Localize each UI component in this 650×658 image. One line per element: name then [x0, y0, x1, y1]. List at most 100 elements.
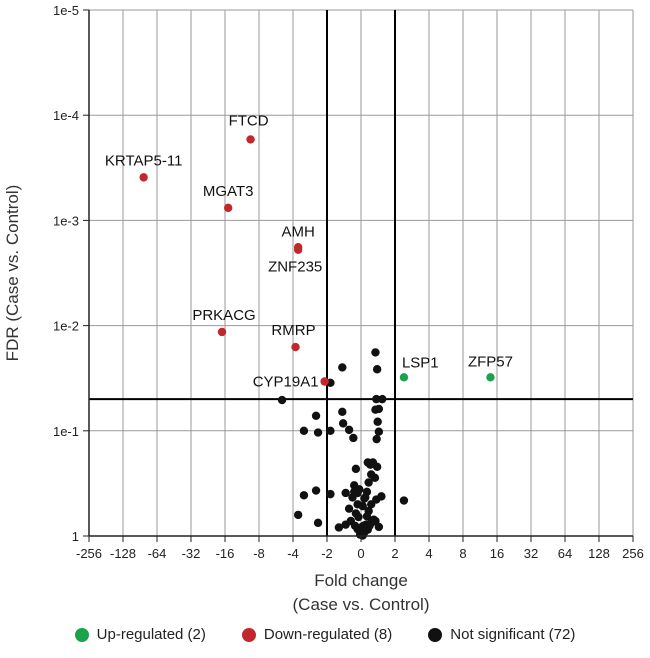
data-point [334, 523, 344, 532]
gene-label: MGAT3 [203, 183, 254, 200]
x-tick-label: -2 [321, 546, 333, 561]
legend-item-ns: Not significant (72) [428, 626, 575, 643]
data-point [313, 428, 323, 437]
y-tick-label: 1e-4 [53, 108, 79, 123]
data-point [293, 245, 303, 254]
data-point [338, 419, 348, 428]
threshold-lines [89, 10, 633, 536]
data-point [338, 363, 347, 372]
data-point [371, 516, 380, 526]
data-point [363, 525, 372, 534]
data-point [338, 407, 347, 417]
x-tick-label: 0 [357, 546, 364, 561]
legend-label-ns: Not significant (72) [450, 626, 576, 643]
x-axis-title: Fold change [314, 571, 408, 590]
data-point [374, 427, 384, 436]
x-tick-label: 8 [459, 546, 466, 561]
data-point [299, 426, 309, 435]
gene-label: CYP19A1 [253, 374, 319, 391]
data-point [299, 491, 309, 500]
x-tick-label: 32 [524, 546, 538, 561]
x-axis-subtitle: (Case vs. Control) [293, 595, 430, 614]
plot-grid [88, 9, 634, 537]
data-point [217, 327, 227, 337]
x-tick-label: -4 [287, 546, 299, 561]
legend-label-up: Up-regulated (2) [96, 626, 206, 643]
y-tick-label: 1e-3 [53, 213, 79, 228]
data-point [311, 486, 321, 495]
data-point [344, 504, 354, 513]
data-point [372, 394, 381, 404]
gene-label: ZFP57 [468, 353, 513, 370]
y-tick-label: 1e-2 [53, 319, 79, 334]
data-point [370, 473, 380, 483]
gene-label: LSP1 [402, 354, 439, 371]
axes: -256 -128 -64 -32 -16 -8 -4 -2 0 2 4 8 16 32 64 128 256 1… [3, 3, 644, 614]
data-point [372, 434, 381, 444]
data-point [223, 203, 233, 213]
legend-swatch-up [74, 627, 89, 642]
volcano-plot: LSP1 ZFP57 FTCD KRTAP5-11 MGAT3 AMH ZNF235 PRKA… [3, 3, 644, 614]
data-point [311, 411, 321, 420]
data-point [326, 489, 335, 499]
x-tick-label: -16 [216, 546, 235, 561]
data-point [399, 496, 409, 505]
data-point [362, 512, 372, 521]
data-point [372, 462, 382, 472]
data-points [139, 135, 495, 540]
x-tick-label: -64 [148, 546, 167, 561]
y-tick-label: 1e-5 [53, 3, 79, 18]
data-point [354, 512, 363, 522]
data-point [246, 135, 255, 144]
data-point [277, 395, 287, 405]
data-point [371, 405, 380, 414]
data-point [348, 493, 357, 502]
x-tick-label: -32 [182, 546, 201, 561]
data-point [367, 500, 376, 509]
data-point [349, 433, 358, 443]
data-point [399, 373, 409, 382]
data-point [139, 173, 148, 182]
data-point [313, 518, 323, 528]
x-tick-label: 4 [425, 546, 432, 561]
x-tick-label: 128 [588, 546, 610, 561]
x-tick-label: -128 [110, 546, 136, 561]
data-point [344, 425, 354, 435]
y-axis-title: FDR (Case vs. Control) [3, 185, 22, 362]
legend-item-up: Up-regulated (2) [74, 626, 206, 643]
gene-label: KRTAP5-11 [105, 152, 183, 169]
x-tick-label: -8 [253, 546, 265, 561]
y-tick-label: 1e-1 [53, 424, 79, 439]
data-point [372, 365, 382, 374]
data-point [364, 478, 373, 487]
data-point [291, 342, 300, 352]
gene-label: ZNF235 [268, 259, 322, 276]
x-tick-label: 256 [622, 546, 644, 561]
data-point [371, 348, 380, 357]
data-point [486, 373, 495, 382]
y-tick-label: 1 [72, 529, 79, 544]
data-point [360, 494, 369, 503]
gene-label: PRKACG [192, 307, 255, 324]
data-point [341, 488, 350, 498]
x-tick-label: -256 [76, 546, 102, 561]
x-tick-label: 2 [391, 546, 398, 561]
legend-item-down: Down-regulated (8) [241, 626, 393, 643]
data-point [351, 464, 361, 474]
data-point [378, 394, 387, 404]
gene-label: RMRP [271, 322, 315, 339]
gene-label: FTCD [229, 112, 269, 129]
gene-label: AMH [281, 223, 314, 240]
legend: Up-regulated (2) Down-regulated (8) Not … [0, 626, 650, 643]
data-point [320, 377, 329, 386]
x-tick-label: 16 [490, 546, 504, 561]
legend-label-down: Down-regulated (8) [263, 626, 393, 643]
data-point [326, 426, 335, 435]
data-point [358, 501, 367, 511]
point-labels: LSP1 ZFP57 FTCD KRTAP5-11 MGAT3 AMH ZNF235 PRKA… [105, 112, 513, 390]
data-point [293, 510, 303, 520]
legend-swatch-down [241, 627, 256, 642]
x-tick-label: 64 [558, 546, 572, 561]
legend-swatch-ns [428, 627, 443, 642]
data-point [373, 417, 382, 426]
